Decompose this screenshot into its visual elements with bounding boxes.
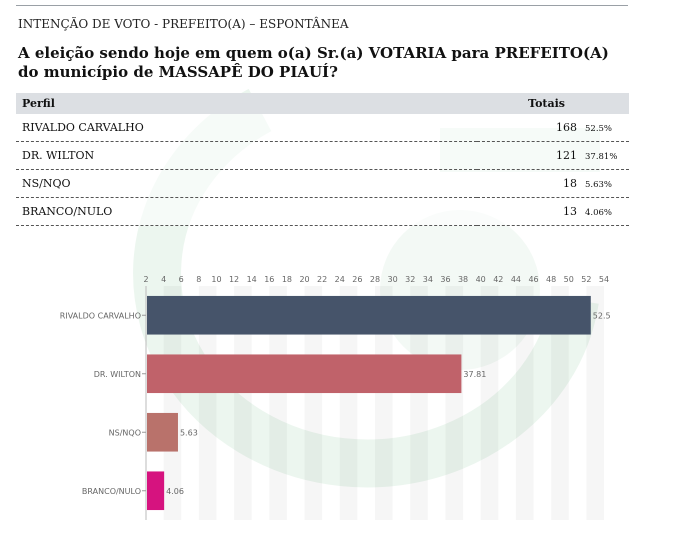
x-tick-label: 16: [264, 275, 274, 284]
col-header-totals: Totais: [477, 93, 629, 114]
x-tick-label: 48: [546, 275, 556, 284]
x-tick-label: 44: [511, 275, 521, 284]
row-count: 18: [563, 177, 577, 190]
row-count: 13: [563, 205, 577, 218]
x-tick-label: 24: [335, 275, 345, 284]
x-tick-label: 54: [599, 275, 609, 284]
x-tick-label: 18: [282, 275, 292, 284]
x-tick-label: 30: [388, 275, 398, 284]
x-tick-label: 4: [161, 275, 166, 284]
table-row: DR. WILTON 121 37.81%: [16, 141, 629, 170]
row-label: BRANCO/NULO: [16, 197, 477, 226]
row-percent: 4.06%: [585, 208, 613, 218]
x-tick-label: 46: [528, 275, 538, 284]
row-label: RIVALDO CARVALHO: [16, 114, 477, 142]
data-label: 52.5: [593, 311, 611, 320]
x-tick-label: 26: [352, 275, 362, 284]
x-tick-label: 50: [564, 275, 574, 284]
x-tick-label: 8: [196, 275, 201, 284]
results-table: Perfil Totais RIVALDO CARVALHO 168 52.5% …: [16, 93, 629, 226]
row-value: 121 37.81%: [477, 141, 629, 170]
row-count: 168: [556, 121, 577, 134]
row-label: NS/NQO: [16, 169, 477, 198]
x-tick-label: 6: [179, 275, 184, 284]
data-label: 4.06: [166, 487, 184, 496]
data-label: 37.81: [463, 370, 486, 379]
row-value: 13 4.06%: [477, 197, 629, 226]
bar: [147, 412, 178, 452]
question-title: A eleição sendo hoje em quem o(a) Sr.(a)…: [18, 44, 609, 81]
data-label: 5.63: [180, 428, 198, 437]
x-tick-label: 14: [247, 275, 257, 284]
table-row: NS/NQO 18 5.63%: [16, 169, 629, 198]
row-percent: 52.5%: [585, 124, 613, 134]
x-tick-label: 36: [440, 275, 450, 284]
x-tick-label: 22: [317, 275, 327, 284]
bar-chart: 2 4 6 8 10 12 14 16 18 20 22 24 26 28 30 32 34 36 38 40 42 44…: [60, 275, 611, 520]
table-row: RIVALDO CARVALHO 168 52.5%: [16, 114, 629, 142]
x-tick-label: 38: [458, 275, 468, 284]
row-count: 121: [556, 149, 577, 162]
table-header-row: Perfil Totais: [16, 93, 629, 114]
x-tick-label: 2: [143, 275, 148, 284]
category-label: RIVALDO CARVALHO: [60, 311, 141, 320]
section-header: INTENÇÃO DE VOTO - PREFEITO(A) – ESPONTÂ…: [18, 17, 349, 31]
row-value: 18 5.63%: [477, 169, 629, 198]
top-divider: [16, 5, 628, 6]
category-label: DR. WILTON: [94, 370, 141, 379]
row-percent: 37.81%: [585, 152, 618, 162]
bar: [147, 295, 591, 335]
x-tick-label: 42: [493, 275, 503, 284]
row-value: 168 52.5%: [477, 114, 629, 142]
bar: [147, 471, 165, 511]
x-tick-label: 20: [299, 275, 309, 284]
category-label: NS/NQO: [109, 428, 141, 437]
col-header-profile: Perfil: [16, 93, 477, 114]
row-percent: 5.63%: [585, 180, 613, 190]
x-tick-label: 32: [405, 275, 415, 284]
x-tick-label: 10: [211, 275, 221, 284]
x-tick-label: 52: [581, 275, 591, 284]
row-label: DR. WILTON: [16, 141, 477, 170]
x-tick-label: 12: [229, 275, 239, 284]
x-tick-label: 40: [476, 275, 486, 284]
category-label: BRANCO/NULO: [82, 487, 141, 496]
table-row: BRANCO/NULO 13 4.06%: [16, 197, 629, 226]
bar: [147, 354, 462, 394]
x-tick-label: 34: [423, 275, 433, 284]
x-tick-label: 28: [370, 275, 380, 284]
